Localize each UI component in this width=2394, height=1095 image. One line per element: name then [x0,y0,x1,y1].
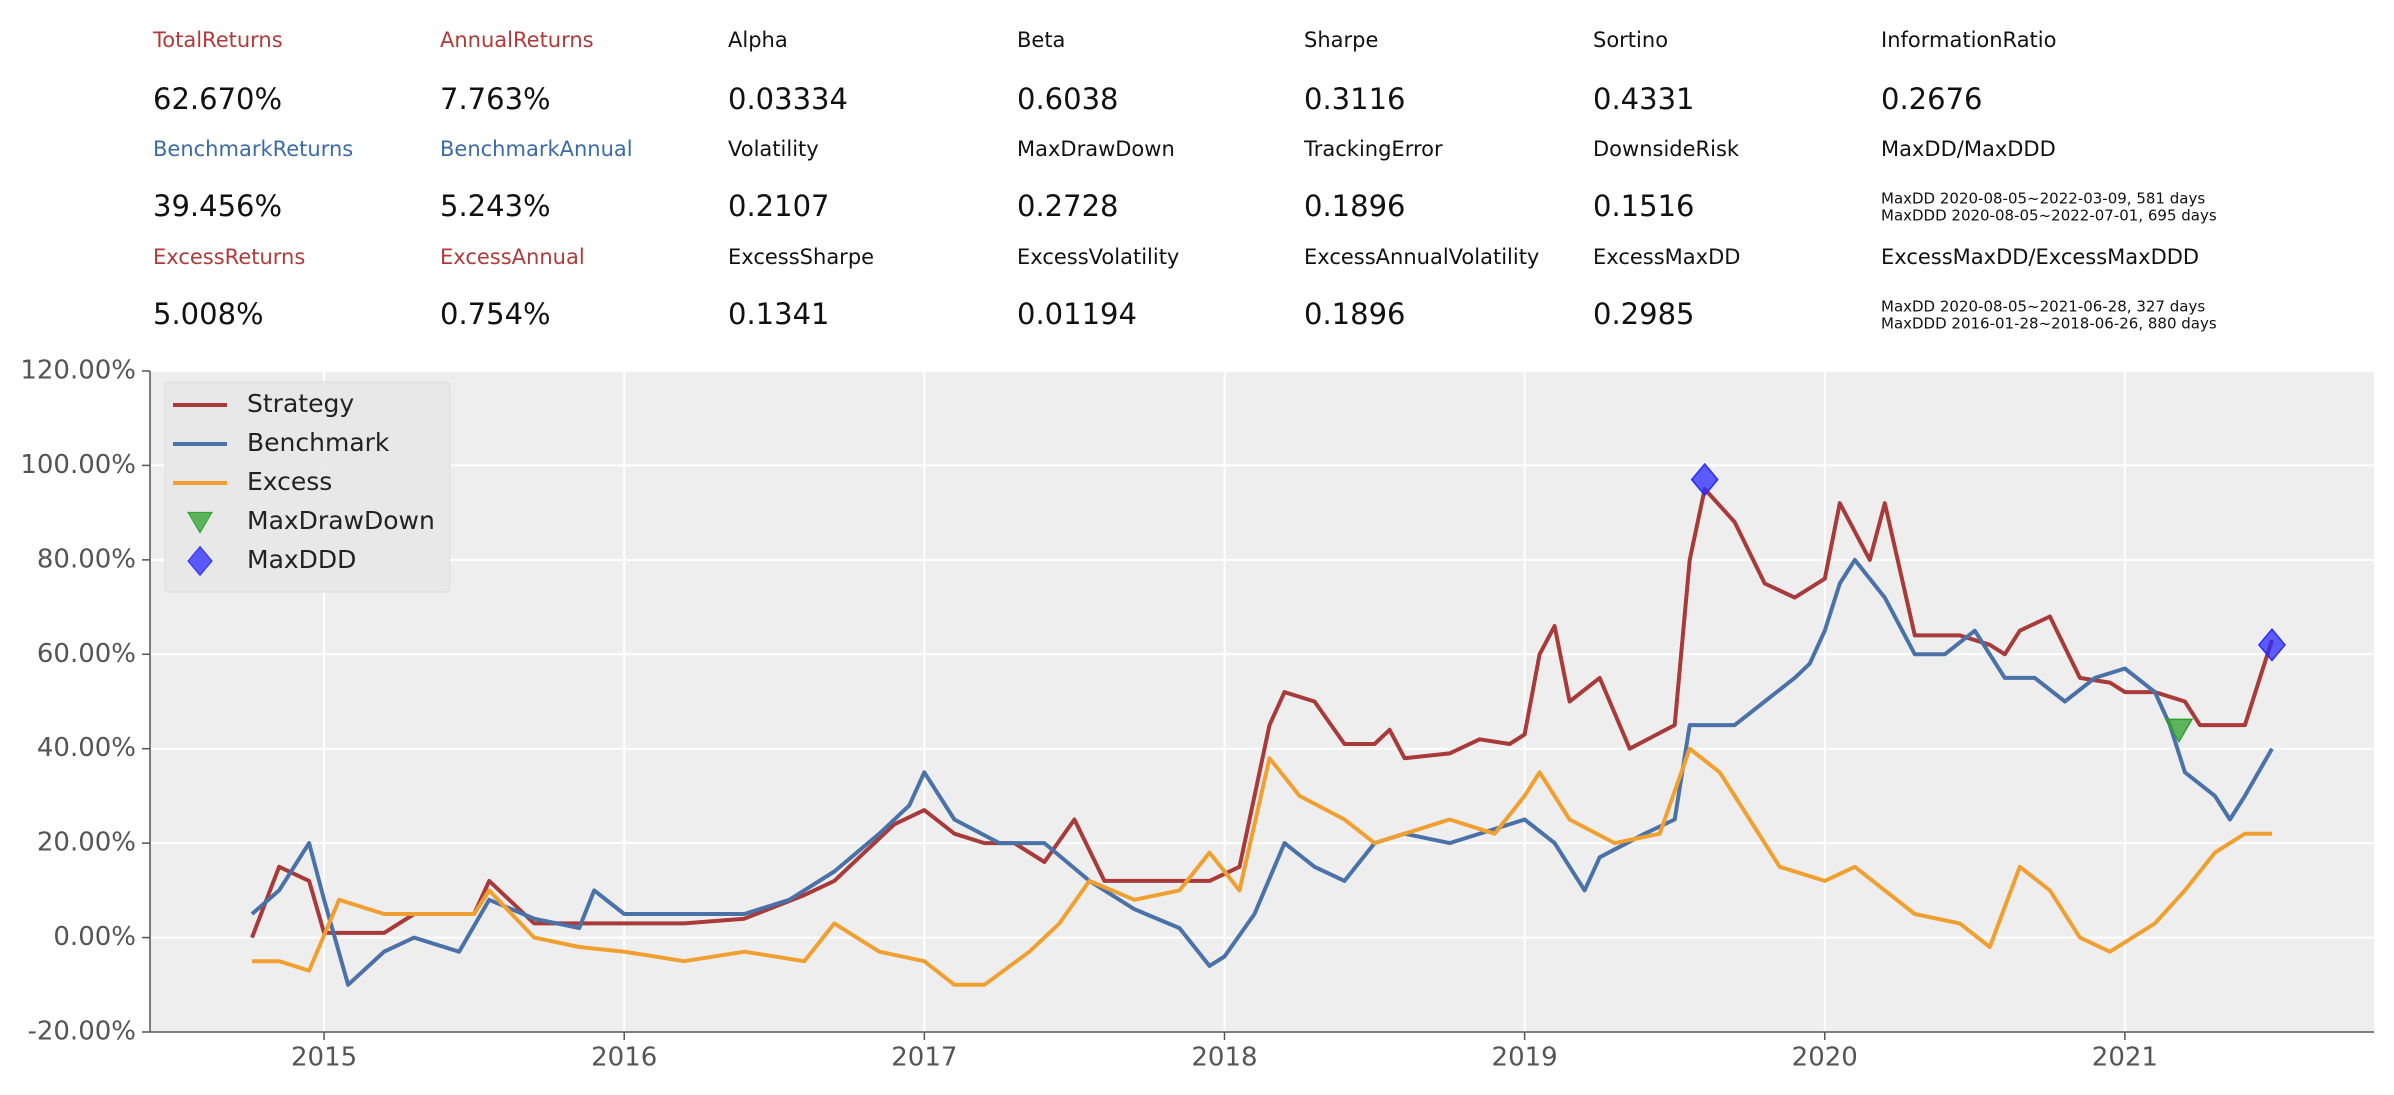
y-tick-label: -20.00% [27,1017,136,1047]
x-tick-label: 2016 [591,1043,657,1073]
marker [2164,718,2194,744]
metric-label: Sortino [1593,28,1668,52]
x-tick-label: 2017 [891,1043,957,1073]
metric-label: ExcessVolatility [1017,245,1179,269]
legend-label: Strategy [247,389,354,418]
metric-value: 0.2676 [1881,82,1982,116]
y-tick-label: 40.00% [37,733,136,763]
x-tick-label: 2021 [2092,1043,2158,1073]
y-tick-label: 120.00% [20,356,136,386]
metric-value: 0.1516 [1593,189,1694,223]
metric-value: 0.3116 [1304,82,1405,116]
metric-label: ExcessSharpe [728,245,874,269]
metric-value: 0.01194 [1017,297,1137,331]
metric-value: 5.008% [153,297,264,331]
metric-label: InformationRatio [1881,28,2056,52]
series-line [252,746,2272,987]
marker [2257,628,2286,662]
metric-label: TrackingError [1303,137,1443,161]
metric-label: DownsideRisk [1593,137,1740,161]
x-tick-label: 2015 [291,1043,357,1073]
metric-value: 5.243% [440,189,551,223]
metric-value: 7.763% [440,82,551,116]
metric-detail: MaxDDD 2016-01-28~2018-06-26, 880 days [1881,315,2217,333]
metric-value: 0.1896 [1304,297,1405,331]
metric-label: ExcessReturns [153,245,305,269]
metric-label: ExcessAnnual [440,245,585,269]
y-tick-label: 0.00% [53,922,136,952]
x-tick-label: 2018 [1191,1043,1257,1073]
y-tick-label: 100.00% [20,450,136,480]
metric-label: MaxDD/MaxDDD [1881,137,2056,161]
metric-label: Volatility [728,137,819,161]
metric-value: 0.1896 [1304,189,1405,223]
legend-box [164,381,451,593]
metric-label: BenchmarkAnnual [440,137,633,161]
legend-marker [187,511,213,534]
metric-detail: MaxDDD 2020-08-05~2022-07-01, 695 days [1881,207,2217,225]
metric-value: 0.6038 [1017,82,1118,116]
metric-value: 39.456% [153,189,282,223]
metric-detail: MaxDD 2020-08-05~2021-06-28, 327 days [1881,298,2205,316]
metric-value: 0.03334 [728,82,848,116]
metric-value: 62.670% [153,82,282,116]
metric-value: 0.2985 [1593,297,1694,331]
y-tick-label: 60.00% [37,639,136,669]
metric-label: ExcessMaxDD [1593,245,1740,269]
y-tick-label: 20.00% [37,828,136,858]
legend-label: Benchmark [247,428,390,457]
metric-value: 0.4331 [1593,82,1694,116]
metric-label: BenchmarkReturns [153,137,353,161]
x-tick-label: 2019 [1492,1043,1558,1073]
metric-label: ExcessMaxDD/ExcessMaxDDD [1881,245,2199,269]
metric-label: TotalReturns [152,28,283,52]
metric-value: 0.2728 [1017,189,1118,223]
metric-label: MaxDrawDown [1017,137,1175,161]
metric-label: Sharpe [1304,28,1378,52]
metric-label: ExcessAnnualVolatility [1304,245,1539,269]
marker [1690,462,1719,497]
legend-label: Excess [247,467,332,496]
metric-detail: MaxDD 2020-08-05~2022-03-09, 581 days [1881,190,2205,208]
metric-value: 0.2107 [728,189,829,223]
metric-value: 0.1341 [728,297,829,331]
legend-marker [187,545,213,577]
y-tick-label: 80.00% [37,544,136,574]
metric-label: AnnualReturns [440,28,594,52]
plot-area [150,371,2374,1032]
series-line [250,487,2274,939]
legend-label: MaxDrawDown [247,506,435,535]
metric-label: Alpha [728,28,788,52]
legend-label: MaxDDD [247,545,356,574]
metric-label: Beta [1017,28,1065,52]
x-tick-label: 2020 [1792,1043,1858,1073]
metric-value: 0.754% [440,297,551,331]
